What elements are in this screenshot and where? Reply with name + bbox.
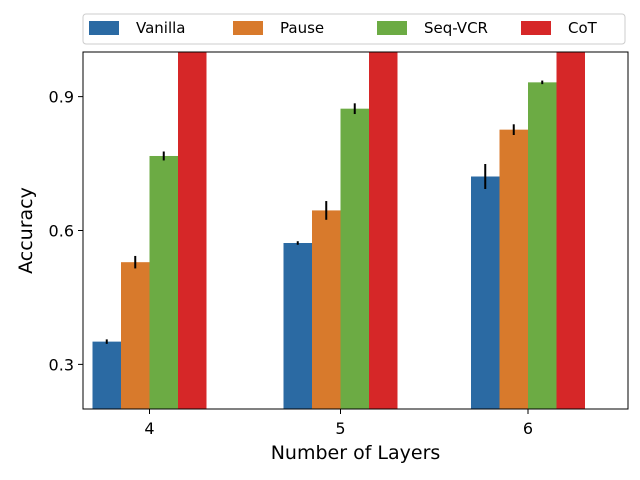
y-axis-label: Accuracy [15,187,37,274]
bar-vanilla-6 [471,176,500,409]
legend-label-pause: Pause [280,19,324,37]
bar-seq-vcr-6 [528,82,557,409]
y-axis: 0.3 0.6 0.9 [49,88,83,374]
legend-box [82,13,626,45]
bar-seq-vcr-4 [149,155,178,409]
x-axis-label: Number of Layers [271,442,441,464]
bar-vanilla-4 [92,341,121,409]
legend-swatch-seq-vcr [377,21,407,35]
bar-cot-6 [556,52,585,409]
x-tick-label: 6 [523,419,533,438]
legend-swatch-vanilla [89,21,119,35]
legend-label-seq-vcr: Seq-VCR [424,19,488,37]
bar-seq-vcr-5 [340,108,369,410]
bar-cot-5 [369,52,398,409]
bar-pause-6 [499,129,528,409]
x-axis: 4 5 6 [144,409,533,438]
y-tick-label: 0.3 [49,355,74,374]
bars-group [92,52,585,410]
bar-pause-4 [121,262,150,409]
bar-pause-5 [312,210,341,409]
legend-label-cot: CoT [568,19,598,37]
legend-label-vanilla: Vanilla [136,19,186,37]
x-tick-label: 5 [335,419,345,438]
legend-swatch-cot [521,21,551,35]
legend: Vanilla Pause Seq-VCR CoT [82,13,626,45]
legend-swatch-pause [233,21,263,35]
x-tick-label: 4 [144,419,154,438]
y-tick-label: 0.6 [49,222,74,241]
y-tick-label: 0.9 [49,88,74,107]
bar-cot-4 [178,52,207,409]
bar-vanilla-5 [283,243,312,409]
